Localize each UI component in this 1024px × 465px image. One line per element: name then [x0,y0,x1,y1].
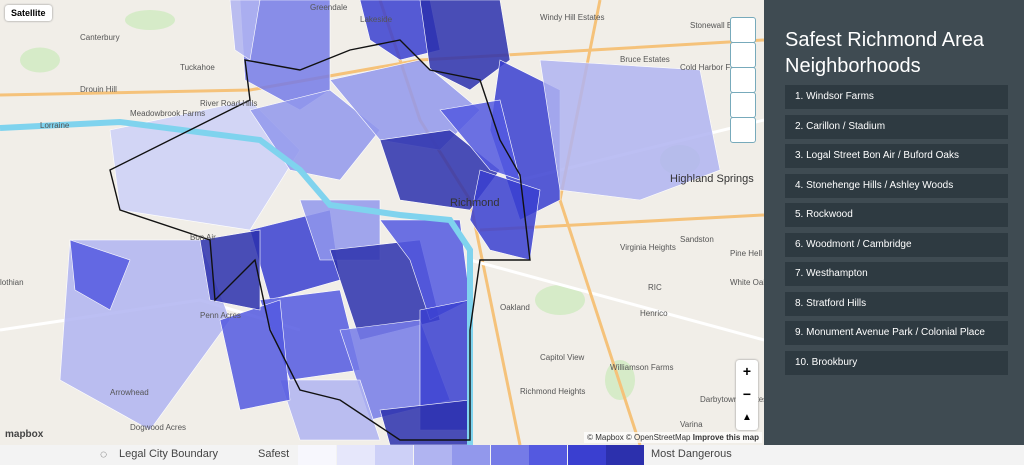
sidebar-title: Safest Richmond Area Neighborhoods [785,29,984,77]
place-label: Windy Hill Estates [540,13,604,22]
place-label: Highland Springs [670,173,754,185]
region [279,379,381,441]
zoom-controls: + − ▲ [736,360,758,430]
place-label: lothian [0,278,24,287]
attribution: © Mapbox © OpenStreetMap Improve this ma… [584,432,762,443]
legend-swatch [529,445,567,465]
region [419,0,511,91]
place-label: Henrico [640,309,668,318]
region [539,59,721,201]
park [535,285,585,315]
neighborhood-item[interactable]: 2. Carillon / Stadium [785,114,1008,139]
place-label: Lorraine [40,121,70,130]
layers-button[interactable] [730,117,756,143]
legend-boundary: Legal City Boundary [119,448,219,460]
place-label: Tuckahoe [180,63,215,72]
place-label: Darbytown Estates [700,395,764,404]
place-label: Virginia Heights [620,243,676,252]
mapbox-logo[interactable]: mapbox [5,429,44,440]
attribution-text[interactable]: © Mapbox © OpenStreetMap [587,433,691,442]
legend-swatch [375,445,413,465]
region [379,399,471,445]
neighborhood-item[interactable]: 10. Brookbury [785,350,1008,375]
satellite-button[interactable]: Satellite [5,5,52,21]
legend: ◌ Legal City Boundary Safest Most Danger… [0,445,1024,465]
place-label: Greendale [310,3,348,12]
place-label: Lakeside [360,15,393,24]
place-label: Sandston [680,235,714,244]
place-label: Oakland [500,303,530,312]
place-label: RIC [648,283,662,292]
legend-low: Safest [258,448,290,460]
region [199,229,261,311]
legend-swatch [336,445,375,465]
place-label: Varina [680,420,703,429]
river [0,118,473,445]
legend-swatch [413,445,452,465]
legend-swatch [606,445,644,465]
sidebar: Safest Richmond Area Neighborhoods 1. Wi… [764,0,1024,445]
place-label: Meadowbrook Farms [130,109,205,118]
compass[interactable]: ▲ [742,412,752,423]
home-button[interactable] [730,17,756,43]
park [20,47,60,73]
people-button[interactable] [730,42,756,68]
park [125,10,175,30]
legend-swatch [452,445,490,465]
place-label: Richmond Heights [520,387,585,396]
city-boundary [109,39,531,441]
legend-swatch [567,445,606,465]
neighborhood-item[interactable]: 8. Stratford Hills [785,291,1008,316]
neighborhood-item[interactable]: 1. Windsor Farms [785,85,1008,109]
place-label: River Road Hills [200,99,257,108]
place-label: Drouin Hill [80,85,117,94]
zoom-out[interactable]: − [742,386,752,402]
legend-high: Most Dangerous [651,448,732,460]
legend-swatch [298,445,336,465]
region [109,99,301,231]
boundary-icon: ◌ [100,447,108,461]
place-label: Richmond [450,197,500,209]
place-label: Dogwood Acres [130,423,186,432]
road [0,38,764,97]
neighborhood-item[interactable]: 7. Westhampton [785,262,1008,286]
place-label: Bruce Estates [620,55,670,64]
neighborhood-item[interactable]: 9. Monument Avenue Park / Colonial Place [785,321,1008,345]
place-label: White Oak Swamp [730,278,764,287]
region [359,0,441,61]
place-label: Pine Hell [730,249,762,258]
place-label: Cold Harbor Farms [680,63,748,72]
map[interactable]: Greendale Lakeside Windy Hill Estates Stone… [0,0,764,445]
places-button[interactable] [730,67,756,93]
place-label: Williamson Farms [610,363,674,372]
neighborhood-item[interactable]: 3. Logal Street Bon Air / Buford Oaks [785,144,1008,168]
region [69,239,131,311]
neighborhood-item[interactable]: 6. Woodmont / Cambridge [785,232,1008,257]
road [469,258,764,342]
region [229,0,261,61]
map-canvas: Greendale Lakeside Windy Hill Estates Stone… [0,0,764,445]
place-label: Bon Air [190,233,216,242]
buildings-button[interactable] [730,92,756,118]
neighborhood-item[interactable]: 5. Rockwood [785,203,1008,227]
place-label: Capitol View [540,353,585,362]
place-label: Penn Acres [200,311,241,320]
zoom-in[interactable]: + [742,363,752,379]
place-label: Arrowhead [110,388,149,397]
legend-swatch [490,445,529,465]
neighborhood-item[interactable]: 4. Stonehenge Hills / Ashley Woods [785,173,1008,198]
improve-link[interactable]: Improve this map [692,433,759,442]
place-label: Canterbury [80,33,120,42]
place-label: Stonewall Estates [690,21,754,30]
